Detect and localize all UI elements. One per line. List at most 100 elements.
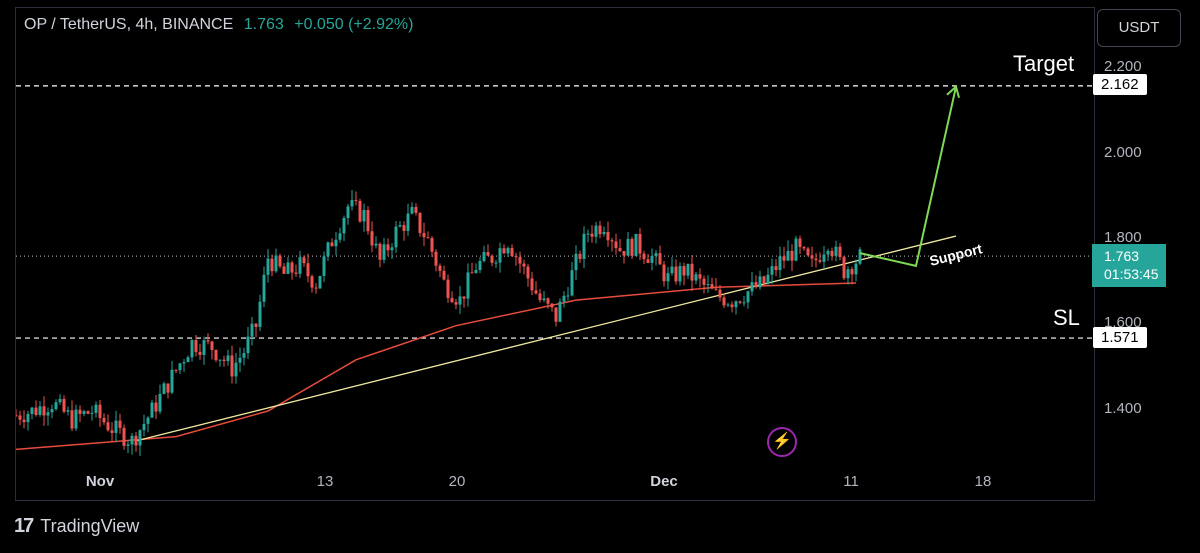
candle-body	[222, 359, 226, 362]
candle-body	[50, 409, 54, 413]
candle-body	[254, 323, 258, 327]
candle-body	[722, 297, 726, 306]
x-tick-18: 18	[974, 473, 992, 490]
candle-body	[34, 407, 38, 415]
candle-body	[94, 404, 98, 413]
symbol-title: OP / TetherUS, 4h, BINANCE	[24, 16, 234, 33]
candle-body	[442, 270, 446, 280]
candle-body	[386, 244, 390, 251]
y-tick-1800: 1.800	[1104, 229, 1142, 246]
target-label: Target	[1013, 51, 1075, 76]
candle-body	[16, 415, 18, 417]
current-price-box: 1.763 01:53:45	[1092, 244, 1166, 287]
candle-body	[242, 353, 246, 358]
candle-body	[846, 269, 850, 279]
candle-body	[162, 383, 166, 394]
candle-body	[330, 242, 334, 247]
candle-body	[194, 340, 198, 352]
candle-body	[234, 362, 238, 377]
candle-body	[690, 263, 694, 281]
candle-body	[294, 272, 298, 274]
candle-body	[494, 262, 498, 264]
candle-body	[514, 256, 518, 258]
candle-body	[178, 363, 182, 371]
candle-body	[462, 296, 466, 299]
candle-body	[406, 213, 410, 231]
candle-body	[134, 435, 138, 446]
candle-body	[746, 291, 750, 303]
x-tick-dec: Dec	[650, 473, 678, 490]
candle-body	[62, 398, 66, 412]
candle-body	[182, 362, 186, 364]
candle-body	[838, 246, 842, 258]
candle-body	[762, 276, 766, 284]
candle-body	[586, 233, 590, 235]
candle-body	[130, 435, 134, 445]
candle-body	[666, 273, 670, 282]
candle-body	[742, 302, 746, 304]
x-tick-20: 20	[448, 473, 466, 490]
candle-body	[150, 402, 154, 418]
chart-frame[interactable]: Support	[15, 7, 1096, 502]
candle-body	[158, 393, 162, 412]
candle-body	[322, 256, 326, 276]
candle-body	[714, 288, 718, 290]
candle-body	[482, 252, 486, 262]
candle-body	[582, 233, 586, 259]
candle-body	[630, 238, 634, 256]
candle-body	[498, 248, 502, 263]
candle-body	[198, 351, 202, 355]
candle-body	[850, 269, 854, 275]
candle-body	[102, 417, 106, 423]
candle-body	[854, 263, 858, 275]
candle-body	[642, 253, 646, 260]
candle-body	[238, 357, 242, 363]
candle-body	[466, 272, 470, 299]
candle-body	[382, 244, 386, 260]
tradingview-branding[interactable]: 17 TradingView	[14, 515, 139, 538]
candle-body	[766, 274, 770, 284]
candle-body	[738, 301, 742, 303]
candle-body	[454, 302, 458, 305]
candle-body	[578, 253, 582, 259]
candle-body	[594, 225, 598, 237]
candle-body	[590, 233, 594, 237]
candle-body	[446, 279, 450, 298]
candle-body	[246, 336, 250, 354]
candle-body	[550, 303, 554, 308]
candle-body	[350, 200, 354, 207]
candle-body	[734, 301, 738, 308]
candle-body	[398, 225, 402, 227]
candle-body	[274, 255, 278, 272]
candle-body	[650, 256, 654, 263]
brand-name: TradingView	[40, 516, 140, 536]
candle-body	[510, 247, 514, 257]
candle-body	[706, 284, 710, 286]
candle-body	[394, 226, 398, 248]
currency-button[interactable]: USDT	[1097, 9, 1181, 47]
candle-body	[82, 411, 86, 414]
candle-body	[506, 247, 510, 254]
candle-body	[258, 301, 262, 327]
candle-body	[522, 263, 526, 267]
candle-body	[698, 274, 702, 279]
candle-body	[58, 398, 62, 403]
candle-body	[298, 257, 302, 274]
candle-body	[286, 262, 290, 274]
candle-body	[802, 247, 806, 249]
candle-body	[478, 261, 482, 270]
candle-body	[490, 255, 494, 263]
sl-label: SL	[1053, 305, 1080, 330]
candle-body	[250, 323, 254, 337]
candle-body	[318, 275, 322, 289]
candle-body	[618, 248, 622, 252]
price-chart[interactable]: Support	[16, 8, 1096, 502]
candle-body	[606, 232, 610, 241]
candle-body	[818, 260, 822, 262]
candle-body	[598, 225, 602, 235]
candle-body	[502, 248, 506, 254]
lightning-icon[interactable]: ⚡	[767, 427, 797, 457]
candle-body	[422, 233, 426, 238]
candle-body	[682, 265, 686, 276]
candle-body	[450, 297, 454, 303]
